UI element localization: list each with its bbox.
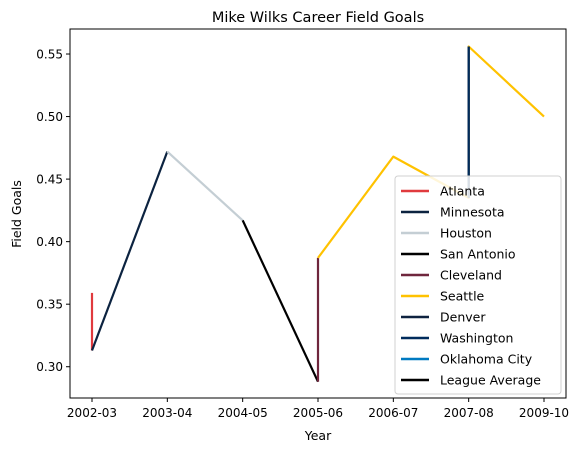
- x-tick-label-1: 2003-04: [142, 406, 192, 420]
- x-axis-label: Year: [304, 428, 332, 443]
- x-tick-label-6: 2009-10: [519, 406, 569, 420]
- y-tick-label-5: 0.55: [36, 47, 63, 61]
- y-axis-label: Field Goals: [9, 180, 24, 248]
- y-tick-label-0: 0.30: [36, 360, 63, 374]
- legend: Atlanta Minnesota Houston San Antonio Clevel…: [394, 175, 562, 395]
- legend-label-7: Washington: [440, 330, 513, 345]
- legend-label-2: Houston: [440, 225, 492, 240]
- x-tick-label-0: 2002-03: [67, 406, 117, 420]
- y-tick-label-1: 0.35: [36, 297, 63, 311]
- x-tick-label-2: 2004-05: [218, 406, 268, 420]
- legend-label-9: League Average: [440, 372, 541, 387]
- x-tick-label-5: 2007-08: [444, 406, 494, 420]
- legend-label-1: Minnesota: [440, 204, 505, 219]
- legend-label-4: Cleveland: [440, 267, 502, 282]
- legend-label-5: Seattle: [440, 288, 485, 303]
- y-tick-label-4: 0.50: [36, 110, 63, 124]
- series-line-1: [90, 151, 169, 351]
- series-line-3: [241, 219, 319, 383]
- legend-label-6: Denver: [440, 309, 486, 324]
- y-tick-label-3: 0.45: [36, 172, 63, 186]
- x-tick-label-4: 2006-07: [368, 406, 418, 420]
- legend-label-3: San Antonio: [440, 246, 516, 261]
- legend-box: [394, 175, 562, 395]
- series-line-2: [166, 150, 244, 222]
- x-tick-label-3: 2005-06: [293, 406, 343, 420]
- chart-title: Mike Wilks Career Field Goals: [212, 10, 424, 26]
- axes-layer: 2002-03 2003-04 2004-05 2005-06 2006-07 2007-…: [36, 28, 569, 420]
- y-tick-label-2: 0.40: [36, 235, 63, 249]
- legend-label-0: Atlanta: [440, 183, 485, 198]
- legend-label-8: Oklahoma City: [440, 351, 533, 366]
